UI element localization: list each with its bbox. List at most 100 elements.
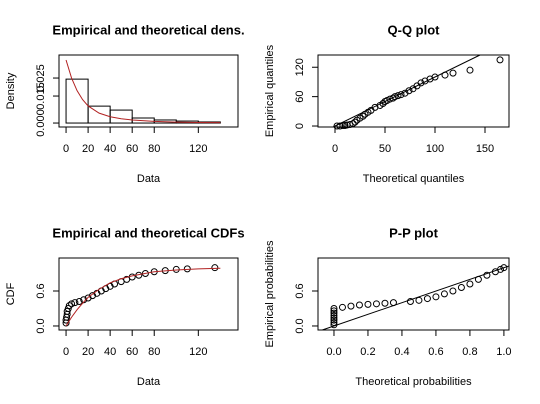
point	[330, 311, 338, 319]
point	[338, 303, 346, 311]
point	[389, 299, 397, 307]
point	[128, 273, 136, 281]
x-tick-label: 40	[104, 143, 116, 155]
x-tick-label: 40	[104, 346, 116, 358]
x-tick-label: 0	[63, 346, 69, 358]
x-tick-label: 60	[126, 143, 138, 155]
x-tick-label: 150	[476, 143, 494, 155]
x-tick-label: 60	[126, 346, 138, 358]
y-tick-label: 0.0	[35, 318, 47, 333]
plot-box	[317, 54, 510, 128]
point	[68, 300, 76, 308]
x-tick-label: 120	[189, 346, 207, 358]
x-tick-label: 0.8	[462, 346, 477, 358]
point	[330, 304, 338, 312]
point	[406, 297, 414, 305]
x-tick-label: 0.4	[394, 346, 409, 358]
point	[441, 71, 449, 79]
reference-line	[322, 265, 510, 331]
point	[394, 92, 402, 100]
x-tick-label: 120	[189, 143, 207, 155]
point	[347, 302, 355, 310]
point	[500, 264, 508, 272]
point	[330, 314, 338, 322]
chart-title: Empirical and theoretical CDFs	[52, 225, 244, 240]
point	[417, 79, 425, 87]
histogram-bar	[65, 78, 89, 124]
x-tick-label: 0.6	[428, 346, 443, 358]
x-axis-label: Theoretical quantiles	[363, 173, 465, 185]
point	[397, 91, 405, 99]
x-tick-label: 80	[148, 346, 160, 358]
x-tick-label: 0	[63, 143, 69, 155]
x-tick-label: 80	[148, 143, 160, 155]
y-tick-label: 0	[294, 123, 306, 129]
point	[355, 301, 363, 309]
point	[466, 66, 474, 74]
point	[496, 56, 504, 64]
theoretical-curve	[65, 267, 221, 327]
point	[423, 295, 431, 303]
point	[330, 307, 338, 315]
x-tick-label: 20	[82, 346, 94, 358]
point	[381, 299, 389, 307]
point	[497, 265, 505, 273]
y-tick-label: 60	[294, 91, 306, 103]
plot-box	[317, 257, 510, 331]
point	[336, 122, 344, 130]
x-tick-label: 0.2	[360, 346, 375, 358]
y-tick-label: 120	[294, 58, 306, 76]
point	[474, 275, 482, 283]
point	[330, 316, 338, 324]
chart-title: Empirical and theoretical dens.	[52, 22, 244, 37]
x-axis-label: Data	[137, 376, 161, 388]
point	[483, 271, 491, 279]
y-axis-label: CDF	[5, 282, 17, 305]
point	[359, 112, 367, 120]
point	[457, 283, 465, 291]
point	[330, 309, 338, 317]
point	[65, 302, 73, 310]
y-tick-label: 0.6	[35, 283, 47, 298]
point	[431, 73, 439, 81]
plot-box	[58, 54, 239, 128]
point	[440, 290, 448, 298]
x-tick-label: 0	[332, 143, 338, 155]
x-axis-label: Theoretical probabilities	[355, 376, 472, 388]
point	[330, 321, 338, 329]
point	[351, 118, 359, 126]
point	[391, 93, 399, 101]
x-tick-label: 100	[426, 143, 444, 155]
point	[211, 264, 219, 272]
x-tick-label: 20	[82, 143, 94, 155]
point	[364, 300, 372, 308]
point	[330, 318, 338, 326]
point	[449, 69, 457, 77]
plot-box	[58, 257, 239, 331]
point	[339, 122, 347, 130]
point	[372, 300, 380, 308]
y-axis-label: Density	[5, 72, 17, 109]
histogram-bar	[109, 109, 133, 124]
y-tick-label: 0.6	[294, 283, 306, 298]
point	[71, 299, 79, 307]
point	[405, 87, 413, 95]
y-tick-label: 0.000	[35, 109, 47, 137]
x-tick-label: 0.0	[326, 346, 341, 358]
point	[415, 296, 423, 304]
theoretical-curve	[65, 59, 221, 124]
point	[75, 297, 83, 305]
y-tick-label: 0.025	[35, 64, 47, 92]
point	[349, 120, 357, 128]
point	[466, 280, 474, 288]
x-tick-label: 1.0	[496, 346, 511, 358]
chart-title: P-P plot	[389, 225, 439, 240]
chart-title: Q-Q plot	[388, 22, 441, 37]
x-tick-label: 50	[379, 143, 391, 155]
y-tick-label: 0.015	[35, 82, 47, 110]
y-tick-label: 0.0	[294, 318, 306, 333]
point	[449, 287, 457, 295]
y-axis-label: Empirical probabilities	[264, 240, 276, 347]
x-axis-label: Data	[137, 173, 161, 185]
